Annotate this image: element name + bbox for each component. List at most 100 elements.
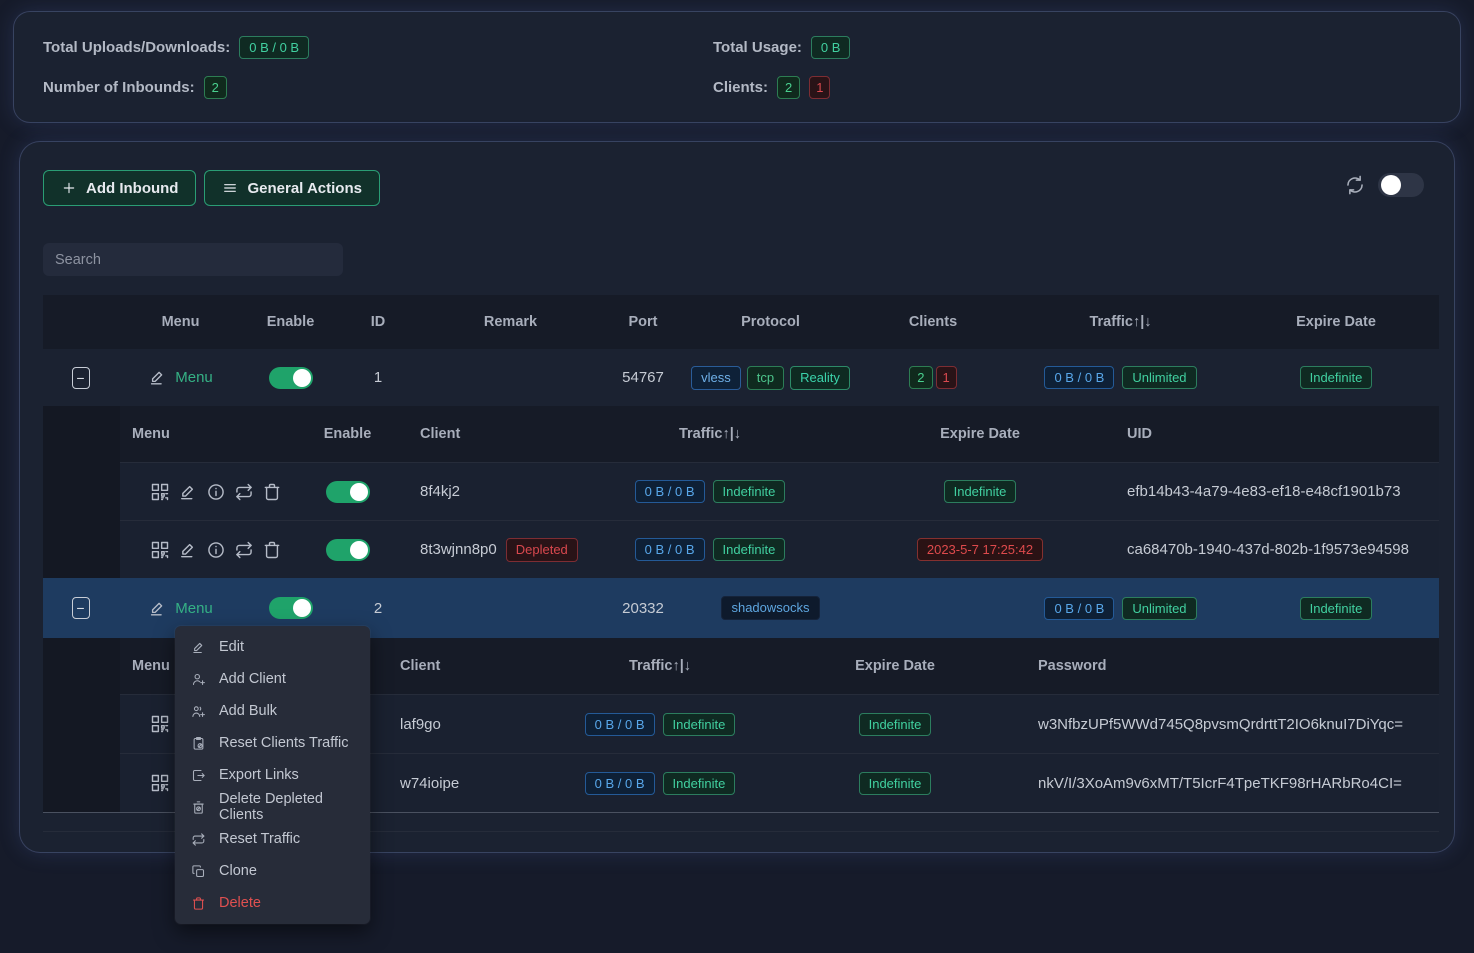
inbound-port: 54767 bbox=[622, 369, 664, 386]
traffic-total-badge: Unlimited bbox=[1122, 366, 1196, 389]
menu-item-reset-traffic[interactable]: Reset Traffic bbox=[175, 823, 370, 855]
edit-pencil-icon bbox=[148, 368, 167, 387]
clone-icon bbox=[191, 864, 206, 879]
trash-icon[interactable] bbox=[262, 540, 282, 560]
qr-code-icon[interactable] bbox=[150, 773, 170, 793]
client-expire-badge: 2023-5-7 17:25:42 bbox=[917, 538, 1043, 561]
toggle-knob bbox=[293, 369, 311, 387]
delete-icon bbox=[191, 896, 206, 911]
col-traffic[interactable]: Traffic↑|↓ bbox=[1089, 314, 1151, 330]
repeat-arrows-icon[interactable] bbox=[234, 540, 254, 560]
traffic-badge: 0 B / 0 B bbox=[1044, 366, 1114, 389]
edit-pencil-icon[interactable] bbox=[178, 540, 198, 560]
protocol-tag-shadowsocks: shadowsocks bbox=[721, 596, 819, 620]
client-quota-badge: Indefinite bbox=[663, 772, 736, 795]
plus-icon bbox=[61, 180, 77, 196]
clients-count-label: Clients: bbox=[713, 79, 768, 96]
reset-clients-traffic-icon bbox=[191, 736, 206, 751]
dark-mode-toggle[interactable] bbox=[1378, 173, 1424, 197]
edit-pencil-icon[interactable] bbox=[178, 482, 198, 502]
traffic-badge: 0 B / 0 B bbox=[1044, 597, 1114, 620]
clients-header-row: Menu Enable Client Traffic↑|↓ Expire Dat… bbox=[120, 406, 1439, 462]
menu-item-clone[interactable]: Clone bbox=[175, 855, 370, 887]
inbound-menu-trigger[interactable]: Menu bbox=[148, 599, 213, 618]
total-usage-label: Total Usage: bbox=[713, 39, 802, 56]
client-traffic-badge: 0 B / 0 B bbox=[635, 480, 705, 503]
inbound-enable-toggle[interactable] bbox=[269, 597, 313, 619]
col-client: Client bbox=[395, 426, 460, 442]
add-bulk-icon bbox=[191, 704, 206, 719]
add-inbound-button[interactable]: Add Inbound bbox=[43, 170, 196, 206]
add-inbound-label: Add Inbound bbox=[86, 180, 178, 197]
menu-item-add-bulk[interactable]: Add Bulk bbox=[175, 695, 370, 727]
client-row: 8f4kj2 0 B / 0 B Indefinite Indefinite e… bbox=[120, 462, 1439, 520]
qr-code-icon[interactable] bbox=[150, 482, 170, 502]
client-uid: efb14b43-4a79-4e83-ef18-e48cf1901b73 bbox=[1105, 483, 1401, 500]
collapse-row-button[interactable]: − bbox=[72, 597, 90, 619]
inbound-row-1: − Menu 1 54767 vless tcp Reality 2 1 0 B… bbox=[43, 349, 1439, 406]
col-traffic[interactable]: Traffic↑|↓ bbox=[679, 426, 741, 442]
clients-depleted-badge: 1 bbox=[936, 366, 957, 389]
client-traffic-badge: 0 B / 0 B bbox=[635, 538, 705, 561]
reset-traffic-icon bbox=[191, 832, 206, 847]
menu-item-add-client[interactable]: Add Client bbox=[175, 663, 370, 695]
col-id: ID bbox=[371, 314, 386, 330]
toolbar: Add Inbound General Actions bbox=[43, 170, 380, 206]
inbound-menu-label: Menu bbox=[175, 600, 213, 617]
qr-code-icon[interactable] bbox=[150, 540, 170, 560]
inbound-menu-trigger[interactable]: Menu bbox=[148, 368, 213, 387]
protocol-tag-vless: vless bbox=[691, 366, 741, 390]
col-menu: Menu bbox=[120, 658, 170, 674]
col-enable: Enable bbox=[267, 314, 315, 330]
search-input[interactable] bbox=[43, 243, 343, 276]
expire-badge: Indefinite bbox=[1300, 366, 1373, 389]
inbound-id: 1 bbox=[374, 369, 382, 386]
col-password: Password bbox=[1010, 658, 1107, 674]
depleted-tag: Depleted bbox=[506, 538, 578, 562]
col-protocol: Protocol bbox=[741, 314, 800, 330]
col-menu: Menu bbox=[120, 426, 170, 442]
inbound-menu-label: Menu bbox=[175, 369, 213, 386]
refresh-icon[interactable] bbox=[1344, 174, 1366, 196]
col-client: Client bbox=[390, 658, 440, 674]
client-enable-toggle[interactable] bbox=[326, 539, 370, 561]
inbound-port: 20332 bbox=[622, 600, 664, 617]
client-name: laf9go bbox=[390, 716, 441, 733]
delete-depleted-icon bbox=[191, 800, 206, 815]
general-actions-button[interactable]: General Actions bbox=[204, 170, 379, 206]
menu-item-edit[interactable]: Edit bbox=[175, 631, 370, 663]
col-clients: Clients bbox=[909, 314, 957, 330]
menu-item-export-links[interactable]: Export Links bbox=[175, 759, 370, 791]
export-links-icon bbox=[191, 768, 206, 783]
client-traffic-badge: 0 B / 0 B bbox=[585, 713, 655, 736]
trash-icon[interactable] bbox=[262, 482, 282, 502]
info-circle-icon[interactable] bbox=[206, 540, 226, 560]
col-expire: Expire Date bbox=[1296, 314, 1376, 330]
uploads-downloads-value: 0 B / 0 B bbox=[239, 36, 309, 59]
qr-code-icon[interactable] bbox=[150, 714, 170, 734]
edit-pencil-icon bbox=[148, 599, 167, 618]
stats-card: Total Uploads/Downloads: 0 B / 0 B Numbe… bbox=[14, 12, 1460, 122]
col-enable: Enable bbox=[324, 426, 372, 442]
client-row: 8t3wjnn8p0 Depleted 0 B / 0 B Indefinite… bbox=[120, 520, 1439, 578]
col-menu: Menu bbox=[162, 314, 200, 330]
inbound-enable-toggle[interactable] bbox=[269, 367, 313, 389]
client-enable-toggle[interactable] bbox=[326, 481, 370, 503]
col-traffic[interactable]: Traffic↑|↓ bbox=[629, 658, 691, 674]
repeat-arrows-icon[interactable] bbox=[234, 482, 254, 502]
table-header-row: Menu Enable ID Remark Port Protocol Clie… bbox=[43, 295, 1439, 349]
inbound-1-clients-section: Menu Enable Client Traffic↑|↓ Expire Dat… bbox=[43, 406, 1439, 578]
client-expire-badge: Indefinite bbox=[859, 772, 932, 795]
client-quota-badge: Indefinite bbox=[713, 538, 786, 561]
client-name: 8t3wjnn8p0 bbox=[420, 541, 497, 558]
menu-item-delete-depleted-clients[interactable]: Delete Depleted Clients bbox=[175, 791, 370, 823]
client-name: 8f4kj2 bbox=[395, 483, 460, 500]
col-port: Port bbox=[629, 314, 658, 330]
inbounds-count-value: 2 bbox=[204, 76, 227, 99]
menu-item-delete[interactable]: Delete bbox=[175, 887, 370, 919]
info-circle-icon[interactable] bbox=[206, 482, 226, 502]
menu-item-reset-clients-traffic[interactable]: Reset Clients Traffic bbox=[175, 727, 370, 759]
inbound-context-menu: Edit Add Client Add Bulk Reset Clients T… bbox=[175, 626, 370, 924]
collapse-row-button[interactable]: − bbox=[72, 367, 90, 389]
protocol-tag-reality: Reality bbox=[790, 366, 850, 390]
